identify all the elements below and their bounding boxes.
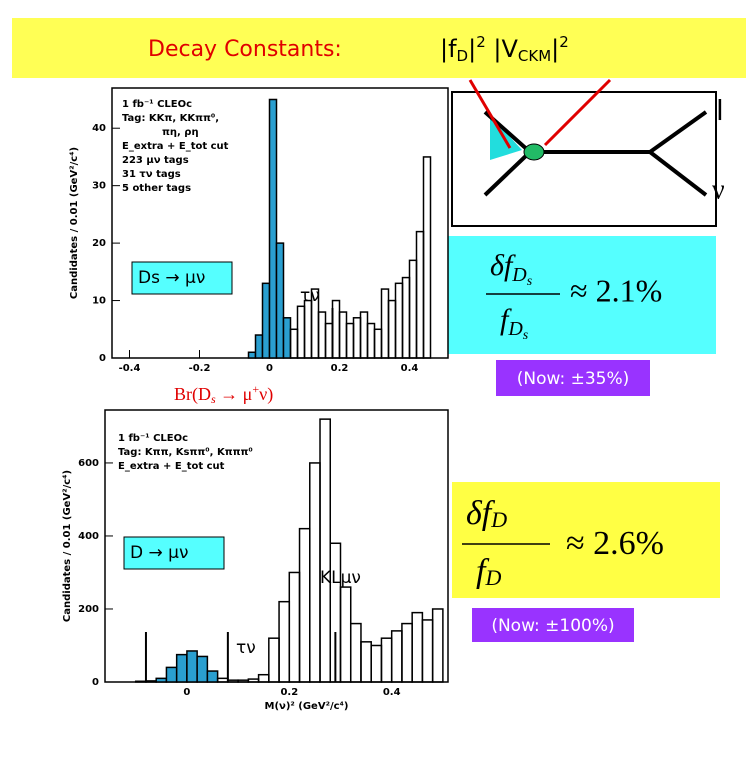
bin [145,680,157,683]
annotation: KLμν [320,568,361,588]
y-tick-label: 600 [78,458,99,469]
label-box [131,261,233,295]
y-tick-label: 30 [92,181,106,192]
y-tick-label: 20 [92,238,106,249]
y-tick-label: 200 [78,604,99,615]
arrow [468,79,512,149]
y-axis-label: Candidates / 0.01 (GeV²/c⁴) [69,147,80,299]
line [483,150,532,197]
bin [282,317,292,359]
line [648,110,708,154]
t: s [527,274,533,289]
x-tick-label: 0 [183,687,190,698]
y-tick-label: 400 [78,531,99,542]
t: D [457,47,469,65]
x-axis-label: M(ν)² (GeV²/c⁴) [265,701,349,712]
header-formula: |fD|2 |VCKM|2 [440,33,569,65]
t: D [511,264,527,286]
approx: ≈ 2.1% [570,272,662,308]
x-tick-label: 0 [266,363,273,374]
note: E_extra + E_tot cut [118,461,225,472]
t: | [468,35,476,63]
y-tick-label: 0 [99,353,106,364]
bin [422,156,432,359]
x-tick-label: 0.4 [383,687,401,698]
note: Tag: Kππ, Ksππ⁰, Kπππ⁰ [118,447,253,458]
arrow [543,78,612,147]
bin [165,666,178,683]
t: s [523,328,529,343]
diagram-box [451,91,717,227]
t: D [507,318,523,340]
note: 5 other tags [122,183,191,194]
note: 1 fb⁻¹ CLEOc [118,433,188,444]
vertex [523,143,545,161]
bin [275,242,285,359]
t: ν) [259,384,273,405]
t: s [211,392,216,406]
approx: ≈ 2.6% [566,525,664,562]
x-tick-label: 0.2 [280,687,298,698]
now: (Now: ±35%) [517,369,630,389]
feynman-diagram: l ν [451,78,725,227]
note: E_extra + E_tot cut [122,141,229,152]
result-box [448,236,716,354]
bin [196,655,209,683]
bin [261,282,271,359]
note: πη, ρη [162,127,199,138]
t: 2 [476,33,486,51]
bin [186,650,198,683]
t: δf [490,249,516,282]
annotation: τν [236,638,256,658]
t: + [252,382,259,396]
bin [247,351,257,359]
numerator: δfDs [490,249,533,289]
bin [175,653,188,683]
label-box [123,536,225,570]
line [648,150,708,197]
t: CKM [518,47,551,65]
lepton: l [716,94,724,127]
header-title: Decay Constants: [148,37,342,62]
now-box [472,608,634,642]
t: |V [486,35,519,63]
header-bar [12,18,746,78]
label: D → μν [130,543,188,563]
bin [206,670,219,683]
bin [268,98,278,359]
t: Br(D [174,384,211,405]
note: 1 fb⁻¹ CLEOc [122,99,192,110]
y-tick-label: 0 [92,677,99,688]
y-tick-label: 40 [92,123,106,134]
now-box [496,360,650,396]
y-tick-label: 10 [92,296,106,307]
x-tick-label: -0.4 [119,363,141,374]
bin [155,677,168,683]
note: Tag: KKπ, KKππ⁰, [122,113,219,124]
bin [431,608,444,683]
result-box [452,482,720,598]
bin [254,334,264,359]
t: D [490,507,507,532]
note: 31 τν tags [122,169,181,180]
note: 223 μν tags [122,155,189,166]
label: Ds → μν [138,268,205,288]
t: δf [466,495,496,532]
annotation: τν [300,286,320,306]
bin [134,680,147,683]
x-tick-label: -0.2 [189,363,211,374]
t: |f [440,35,457,63]
now: (Now: ±100%) [491,616,614,636]
numerator: δfD [466,495,507,532]
y-axis-label: Candidates / 0.01 (GeV²/c⁴) [62,470,73,622]
t: D [484,565,501,590]
t: 2 [559,33,569,51]
x-tick-label: 0.4 [401,363,419,374]
t: | [551,35,559,63]
t: → μ [216,384,253,404]
neutrino: ν [712,174,725,205]
branching-label: Br(Ds → μ+ν) [174,382,273,406]
x-tick-label: 0.2 [331,363,349,374]
